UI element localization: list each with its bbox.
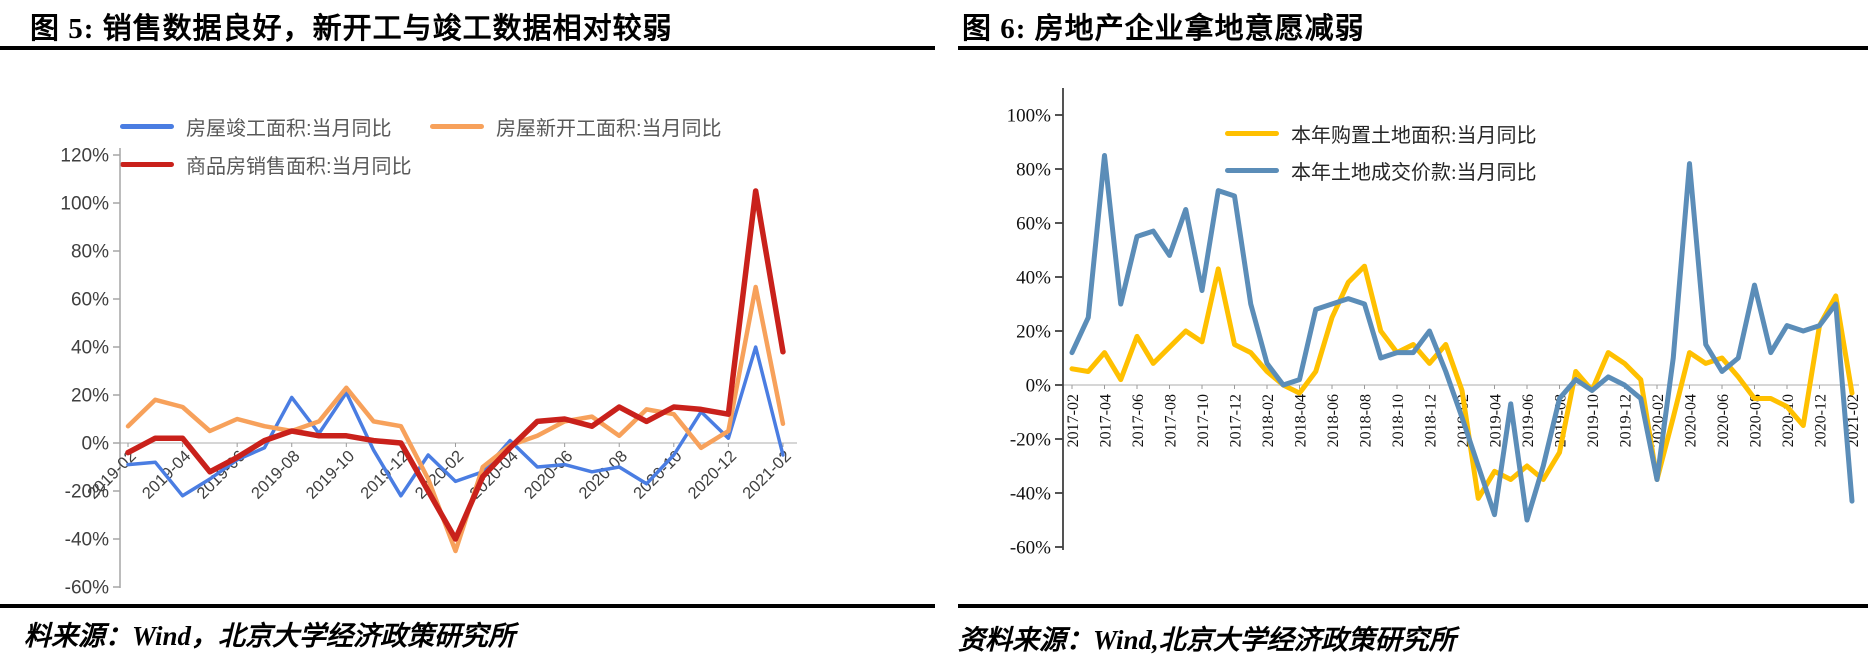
svg-text:2018-06: 2018-06 (1325, 394, 1342, 447)
new-starts-area-legend-label: 房屋新开工面积:当月同比 (496, 118, 722, 140)
land-value-line-swatch (1225, 168, 1279, 173)
figure6-title: 图 6: 房地产企业拿地意愿减弱 (962, 13, 1365, 45)
svg-text:2018-10: 2018-10 (1390, 394, 1407, 447)
svg-text:2018-04: 2018-04 (1293, 394, 1310, 447)
svg-text:2017-06: 2017-06 (1130, 394, 1147, 447)
svg-text:-60%: -60% (65, 578, 109, 599)
svg-text:80%: 80% (71, 242, 109, 263)
figure5-title-rule (0, 46, 935, 50)
svg-text:2019-08: 2019-08 (248, 447, 304, 503)
sales-area-legend-label: 商品房销售面积:当月同比 (186, 156, 412, 178)
legend-item-land-area: 本年购置土地面积:当月同比 (1225, 119, 1537, 148)
sales-area-line-swatch (120, 162, 174, 167)
svg-text:60%: 60% (71, 290, 109, 311)
legend-item-new-starts-area: 房屋新开工面积:当月同比 (430, 112, 722, 141)
svg-text:2020-06: 2020-06 (521, 447, 577, 503)
svg-text:60%: 60% (1016, 214, 1051, 235)
svg-text:2020-12: 2020-12 (685, 447, 741, 503)
figure5-source: 料来源：Wind，北京大学经济政策研究所 (24, 621, 516, 651)
svg-text:-40%: -40% (65, 530, 109, 551)
completion-area-line-swatch (120, 124, 174, 129)
svg-text:20%: 20% (1016, 322, 1051, 343)
svg-text:-20%: -20% (65, 482, 109, 503)
new-starts-area-line-swatch (430, 124, 484, 129)
completion-area-legend-label: 房屋竣工面积:当月同比 (186, 118, 392, 140)
svg-text:2019-02: 2019-02 (84, 447, 140, 503)
legend-item-sales-area: 商品房销售面积:当月同比 (120, 150, 412, 179)
svg-text:-60%: -60% (1010, 538, 1051, 559)
svg-text:40%: 40% (71, 338, 109, 359)
svg-text:2017-12: 2017-12 (1228, 394, 1245, 447)
svg-text:2017-02: 2017-02 (1065, 394, 1082, 447)
svg-text:2018-12: 2018-12 (1423, 394, 1440, 447)
svg-text:2020-06: 2020-06 (1715, 394, 1732, 447)
svg-text:2020-12: 2020-12 (1813, 394, 1830, 447)
legend-item-land-value: 本年土地成交价款:当月同比 (1225, 156, 1537, 185)
svg-text:2020-10: 2020-10 (630, 447, 686, 503)
svg-text:120%: 120% (60, 146, 109, 167)
svg-text:100%: 100% (60, 194, 109, 215)
svg-text:80%: 80% (1016, 160, 1051, 181)
svg-text:2019-06: 2019-06 (1520, 394, 1537, 447)
figure5-title: 图 5: 销售数据良好，新开工与竣工数据相对较弱 (30, 13, 673, 45)
svg-text:2021-02: 2021-02 (1845, 394, 1862, 447)
svg-text:2020-08: 2020-08 (575, 447, 631, 503)
svg-text:20%: 20% (71, 386, 109, 407)
svg-text:2020-04: 2020-04 (1683, 394, 1700, 447)
svg-text:-40%: -40% (1010, 484, 1051, 505)
svg-text:2019-04: 2019-04 (1488, 394, 1505, 447)
svg-text:2018-08: 2018-08 (1358, 394, 1375, 447)
svg-text:100%: 100% (1007, 106, 1052, 127)
svg-text:-20%: -20% (1010, 430, 1051, 451)
svg-text:2019-12: 2019-12 (1618, 394, 1635, 447)
svg-text:0%: 0% (1026, 376, 1052, 397)
svg-text:2017-08: 2017-08 (1163, 394, 1180, 447)
land-area-legend-label: 本年购置土地面积:当月同比 (1291, 125, 1537, 147)
figure5-chart: 120% 100% 80% 60% 40% 20% 0% -20% -40% -60% 2019-0… (60, 146, 797, 599)
svg-text:2019-10: 2019-10 (303, 447, 359, 503)
figure6-source: 资料来源：Wind,北京大学经济政策研究所 (958, 625, 1456, 655)
svg-text:40%: 40% (1016, 268, 1051, 289)
svg-text:2020-08: 2020-08 (1748, 394, 1765, 447)
figure6-title-rule (958, 46, 1868, 50)
svg-text:2017-04: 2017-04 (1098, 394, 1115, 447)
svg-text:2018-02: 2018-02 (1260, 394, 1277, 447)
svg-text:2019-10: 2019-10 (1585, 394, 1602, 447)
figure6-bottom-rule (958, 604, 1868, 608)
svg-text:2021-02: 2021-02 (739, 447, 795, 503)
land-value-legend-label: 本年土地成交价款:当月同比 (1291, 162, 1537, 184)
svg-text:2019-12: 2019-12 (357, 447, 413, 503)
legend-item-completion-area: 房屋竣工面积:当月同比 (120, 112, 392, 141)
figure6-chart: 100% 80% 60% 40% 20% 0% -20% -40% -60% 2017-02 201… (1007, 88, 1862, 559)
svg-text:0%: 0% (82, 434, 110, 455)
svg-text:2017-10: 2017-10 (1195, 394, 1212, 447)
land-area-line-swatch (1225, 131, 1279, 136)
figure5-bottom-rule (0, 604, 935, 608)
